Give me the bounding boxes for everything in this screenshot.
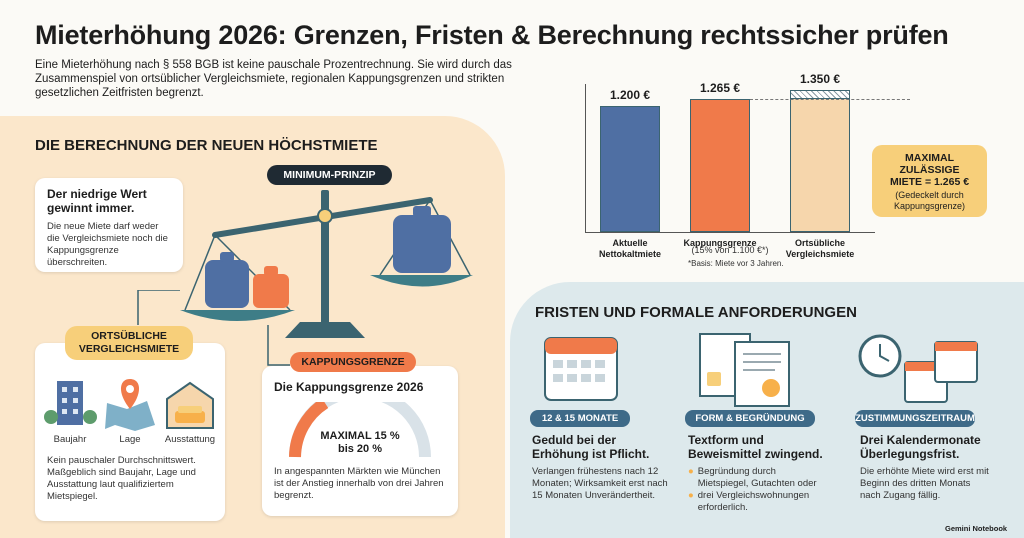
factor-label: Baujahr <box>53 434 87 445</box>
rule-heading: Der niedrige Wert gewinnt immer. <box>47 187 147 215</box>
column-text: Verlangen frühestens nach 12 Monaten; Wi… <box>532 466 668 501</box>
excess-hatch <box>790 90 850 99</box>
callout-title: MAXIMAL ZULÄSSIGE MIETE = 1.265 € <box>889 152 970 188</box>
rule-card: Der niedrige Wert gewinnt immer. Die neu… <box>35 178 183 272</box>
column-heading: Drei Kalendermonate Überlegungsfrist. <box>860 433 981 461</box>
value-label: 1.200 € <box>609 87 651 102</box>
section-title: DIE BERECHNUNG DER NEUEN HÖCHSTMIETE <box>35 137 378 154</box>
connector-lines <box>137 290 290 366</box>
column-list: ● Begründung durch Mietspiegel, Gutachten… <box>688 466 828 514</box>
max-callout: MAXIMAL ZULÄSSIGE MIETE = 1.265 € (Gedec… <box>872 145 987 217</box>
cap-gauge-label: MAXIMAL 15 % bis 20 % <box>320 430 400 455</box>
comparison-text: Kein pauschaler Durchschnittswert. Maßge… <box>47 455 196 502</box>
y-axis-line <box>585 84 586 232</box>
bar <box>690 98 750 232</box>
x-tick-label: Aktuelle Nettokaltmiete <box>598 238 661 259</box>
x-axis-line <box>585 232 875 233</box>
cap-card: Die Kappungsgrenze 2026 MAXIMAL 15 % bis… <box>262 366 458 516</box>
section-title: FRISTEN UND FORMALE ANFORDERUNGEN <box>535 304 857 321</box>
column-heading: Textform und Beweismittel zwingend. <box>688 433 823 461</box>
principle-pill: MINIMUM-PRINZIP <box>267 165 392 185</box>
deadline-icons <box>544 333 978 407</box>
cap-heading: Die Kappungsgrenze 2026 <box>274 380 424 394</box>
check-icon: ● <box>688 490 694 501</box>
factor-label: Lage <box>119 434 141 445</box>
list-item-text: drei Vergleichswohnungen erforderlich. <box>697 490 810 513</box>
column-text: Die erhöhte Miete wird erst mit Beginn d… <box>860 466 989 501</box>
value-label: 1.265 € <box>699 80 741 95</box>
factor-icons <box>44 379 214 431</box>
x-tick-label: Ortsübliche Vergleichsmiete <box>785 238 855 259</box>
list-item-text: Begründung durch Mietspiegel, Gutachten … <box>697 466 817 489</box>
cap-tag: KAPPUNGSGRENZE <box>290 352 416 372</box>
column-heading: Geduld bei der Erhöhung ist Pflicht. <box>532 433 650 461</box>
rule-text: Die neue Miete darf weder die Vergleichs… <box>47 221 168 268</box>
kappung-basis: (15% von 1.100 €*) <box>691 245 769 255</box>
bar <box>600 105 660 232</box>
factor-label: Ausstattung <box>164 434 216 445</box>
column-tag: ZUSTIMMUNGSZEITRAUM <box>855 410 975 427</box>
bar-chart: 1.200 € Aktuelle Nettokaltmiete 1.265 € Kap… <box>560 70 910 270</box>
column-tag: FORM & BEGRÜNDUNG <box>685 410 815 427</box>
column-tag: 12 & 15 MONATE <box>530 410 630 427</box>
cap-text: In angespannten Märkten wie München ist … <box>274 466 444 501</box>
check-icon: ● <box>688 466 694 477</box>
x-tick-label: Kappungsgrenze <box>683 238 757 248</box>
footer-brand: Gemini Notebook <box>945 524 1008 533</box>
bar <box>790 90 850 232</box>
list-item: ● drei Vergleichswohnungen erforderlich. <box>688 490 828 514</box>
list-item: ● Begründung durch Mietspiegel, Gutachten… <box>688 466 828 490</box>
footnote: *Basis: Miete vor 3 Jahren. <box>688 259 784 268</box>
scale-illustration <box>180 190 473 338</box>
intro-text: Eine Mieterhöhung nach § 558 BGB ist kei… <box>35 59 512 99</box>
cap-line <box>750 98 910 100</box>
comparison-card: Baujahr Lage Ausstattung Kein pauschaler… <box>35 343 225 521</box>
cap-gauge <box>289 402 431 458</box>
page-title: Mieterhöhung 2026: Grenzen, Fristen & Be… <box>35 20 949 50</box>
callout-note: (Gedeckelt durch Kappungsgrenze) <box>893 190 966 211</box>
value-label: 1.350 € <box>799 72 841 86</box>
comparison-tag: ORTSÜBLICHE VERGLEICHSMIETE <box>65 326 193 360</box>
